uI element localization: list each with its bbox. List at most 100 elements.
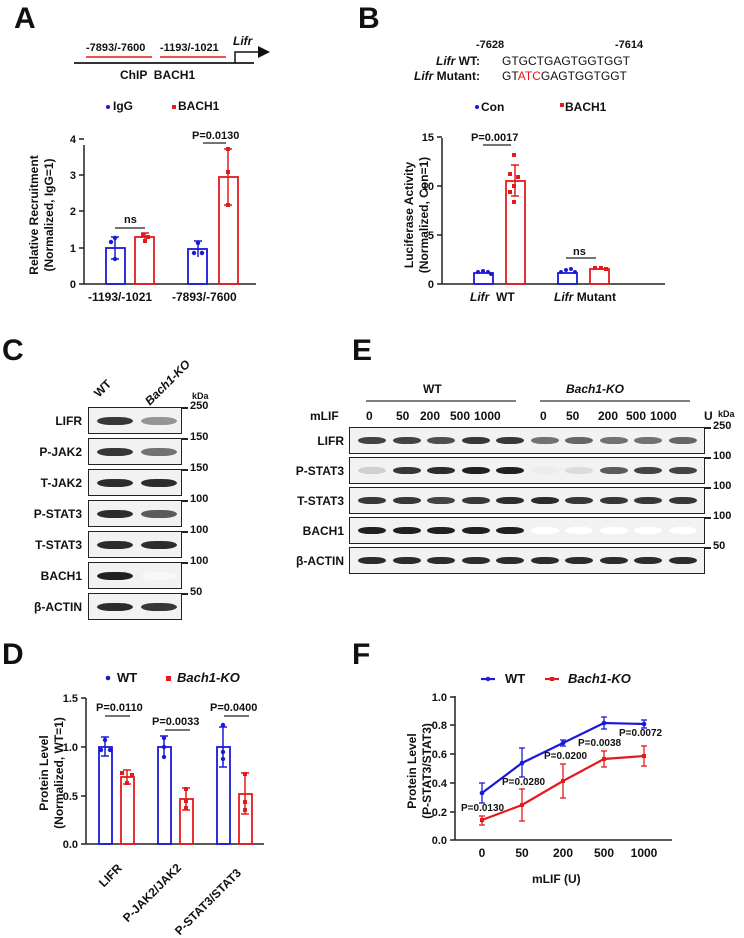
marker-tick bbox=[182, 500, 188, 502]
blot-strip bbox=[349, 427, 705, 454]
blot-row-label: T-STAT3 bbox=[297, 494, 344, 508]
protein-band bbox=[565, 437, 593, 444]
kda-marker: 100 bbox=[713, 480, 732, 492]
protein-band bbox=[668, 467, 697, 474]
blot-row-label: BACH1 bbox=[40, 569, 82, 583]
significance-p: P=0.0280 bbox=[502, 777, 546, 788]
svg-text:15: 15 bbox=[422, 132, 434, 144]
svg-text:0.4: 0.4 bbox=[432, 778, 448, 790]
significance-p: P=0.0038 bbox=[578, 738, 622, 749]
marker-tick bbox=[705, 457, 711, 459]
blot-row-label: BACH1 bbox=[302, 524, 344, 538]
group-label-ko: Bach1-KO bbox=[566, 382, 625, 396]
x-tick: 500 bbox=[593, 846, 615, 860]
svg-text:0: 0 bbox=[428, 279, 434, 291]
blot-strip bbox=[88, 469, 182, 496]
ylabel-text: Protein Level (P-STAT3/STAT3) bbox=[405, 723, 434, 819]
blot-strip bbox=[88, 407, 182, 434]
mutant-sequence-row: Lifr Mutant: bbox=[414, 69, 480, 83]
svg-text:0.5: 0.5 bbox=[63, 791, 78, 803]
protein-band bbox=[530, 527, 559, 534]
protein-band bbox=[358, 527, 386, 534]
protein-band bbox=[461, 557, 490, 564]
svg-text:0.2: 0.2 bbox=[432, 807, 447, 819]
protein-band bbox=[141, 448, 177, 456]
svg-text:4: 4 bbox=[70, 134, 77, 146]
dose-label: 0 bbox=[366, 409, 373, 423]
wt-sequence-row: Lifr WT: bbox=[436, 54, 480, 68]
panel-label-b: B bbox=[358, 2, 380, 35]
x-tick: Lifr Mutant bbox=[554, 290, 616, 304]
panel-label-f: F bbox=[352, 638, 371, 671]
protein-band bbox=[668, 497, 697, 504]
protein-band bbox=[141, 603, 177, 611]
svg-text:0.6: 0.6 bbox=[432, 749, 447, 761]
marker-tick bbox=[705, 487, 711, 489]
unit-label: U bbox=[704, 409, 713, 423]
marker-tick bbox=[182, 562, 188, 564]
gene-label: Lifr bbox=[233, 34, 253, 48]
dose-label: 1000 bbox=[650, 409, 677, 423]
blot-strip bbox=[88, 593, 182, 620]
kda-label: kDa bbox=[718, 409, 735, 419]
kda-marker: 250 bbox=[713, 420, 732, 432]
blot-row-label: P-STAT3 bbox=[33, 507, 82, 521]
pos-start: -7628 bbox=[476, 39, 505, 51]
significance-p: P=0.0017 bbox=[471, 132, 519, 144]
region-label: -1193/-1021 bbox=[160, 42, 219, 54]
gene-label: Lifr bbox=[554, 290, 574, 304]
dose-label: 0 bbox=[540, 409, 547, 423]
group-label-wt: WT bbox=[423, 382, 442, 396]
x-tick: 1000 bbox=[630, 846, 658, 860]
blot-row-label: T-STAT3 bbox=[35, 538, 82, 552]
treatment-label: mLIF bbox=[310, 409, 339, 423]
seq-suffix: GAGTGGTGGT bbox=[540, 69, 627, 83]
blot-row-label: P-JAK2 bbox=[39, 445, 82, 459]
legend-con: Con bbox=[481, 100, 505, 114]
panel-label-d: D bbox=[2, 638, 24, 671]
x-axis-label-f: mLIF (U) bbox=[532, 872, 581, 886]
protein-band bbox=[427, 557, 455, 564]
kda-marker: 50 bbox=[713, 540, 726, 552]
kda-marker: 100 bbox=[713, 450, 732, 462]
blot-strip bbox=[88, 438, 182, 465]
protein-band bbox=[97, 603, 133, 611]
wt-label: WT: bbox=[455, 54, 480, 68]
blot-strip bbox=[88, 531, 182, 558]
svg-text:0: 0 bbox=[70, 279, 76, 291]
significance-p: P=0.0130 bbox=[461, 803, 505, 814]
significance-p: P=0.0072 bbox=[619, 728, 663, 739]
svg-text:1.5: 1.5 bbox=[63, 693, 78, 705]
protein-band bbox=[141, 417, 177, 425]
protein-band bbox=[599, 527, 628, 534]
protein-band bbox=[496, 437, 524, 444]
kda-marker: 100 bbox=[190, 555, 209, 567]
pos-end: -7614 bbox=[615, 39, 644, 51]
protein-band bbox=[565, 497, 593, 504]
svg-text:2: 2 bbox=[70, 206, 76, 218]
protein-band bbox=[358, 557, 386, 564]
protein-band bbox=[461, 437, 490, 444]
svg-text:1: 1 bbox=[70, 243, 76, 255]
dose-label: 50 bbox=[396, 409, 410, 423]
protein-band bbox=[565, 557, 593, 564]
marker-tick bbox=[182, 531, 188, 533]
dose-label: 500 bbox=[626, 409, 647, 423]
legend-bach1: BACH1 bbox=[565, 100, 607, 114]
protein-band bbox=[141, 572, 177, 580]
protein-band bbox=[358, 497, 386, 504]
legend-bach1: BACH1 bbox=[178, 99, 220, 113]
svg-text:1.0: 1.0 bbox=[432, 692, 447, 704]
svg-text:5: 5 bbox=[428, 230, 434, 242]
significance-ns: ns bbox=[124, 214, 137, 226]
gene-label: Lifr bbox=[436, 54, 456, 68]
protein-band bbox=[496, 527, 524, 534]
protein-band bbox=[97, 479, 133, 487]
blot-row-label: P-STAT3 bbox=[295, 464, 344, 478]
protein-band bbox=[496, 467, 524, 474]
svg-text:0.0: 0.0 bbox=[432, 835, 447, 847]
kda-marker: 100 bbox=[190, 493, 209, 505]
